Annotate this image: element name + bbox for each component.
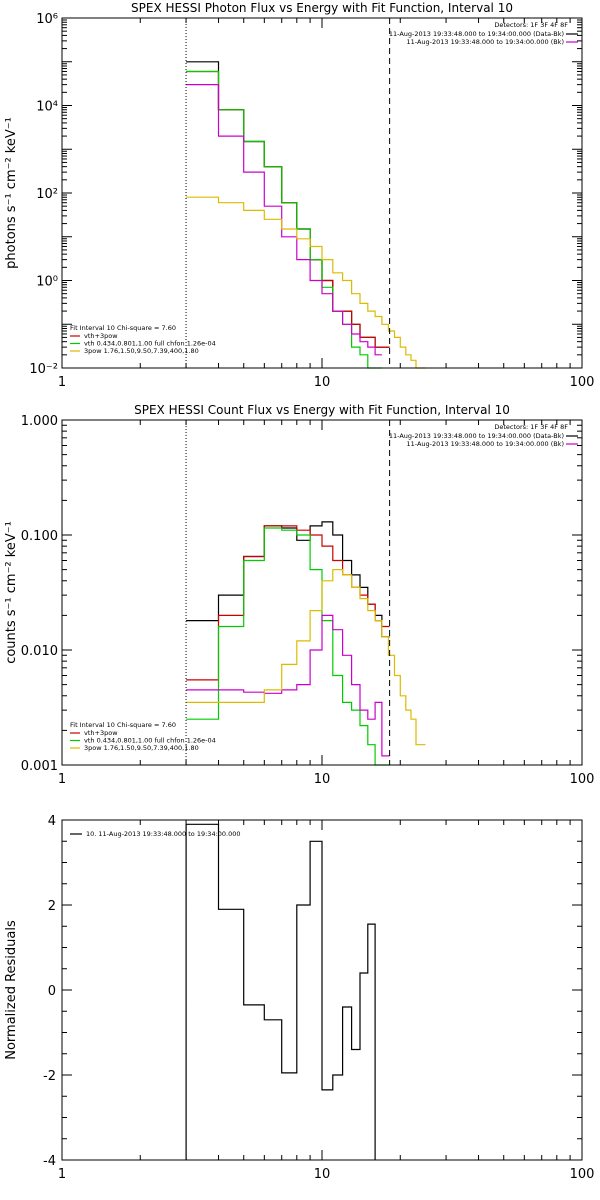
x-tick-label: 10 bbox=[314, 1167, 331, 1182]
x-tick-label: 1 bbox=[58, 375, 66, 390]
plot-frame bbox=[61, 17, 583, 369]
chart-title: SPEX HESSI Count Flux vs Energy with Fit… bbox=[134, 403, 510, 417]
chart-panel-1: SPEX HESSI Photon Flux vs Energy with Fi… bbox=[4, 1, 594, 390]
series-line-3 bbox=[186, 527, 390, 766]
y-tick-label: 0.010 bbox=[21, 644, 58, 659]
series-line-5 bbox=[186, 569, 426, 746]
series-group bbox=[185, 823, 376, 1160]
legend-entry-label: 11-Aug-2013 19:33:48.000 to 19:34:00.000… bbox=[407, 440, 564, 448]
chart-panel-2: SPEX HESSI Count Flux vs Energy with Fit… bbox=[4, 403, 594, 787]
legend-entry-label: vth 0.434,0.801,1.00 full chfon 1.26e-04 bbox=[84, 340, 216, 348]
y-tick-label: 1.000 bbox=[21, 414, 58, 429]
series-line-4 bbox=[186, 84, 382, 356]
y-tick-label: 10⁶ bbox=[36, 12, 58, 27]
x-tick-label: 100 bbox=[570, 1167, 595, 1182]
legend-entry-label: 11-Aug-2013 19:33:48.000 to 19:34:00.000… bbox=[389, 432, 564, 440]
x-tick-label: 1 bbox=[58, 1167, 66, 1182]
y-tick-label: 10⁴ bbox=[36, 100, 58, 115]
y-tick-label: 10² bbox=[36, 187, 58, 202]
x-tick-label: 10 bbox=[314, 375, 331, 390]
y-tick-label: 0.001 bbox=[21, 759, 58, 774]
legend-bottom-left: Fit Interval 10 Chi-square = 7.60vth+3po… bbox=[70, 324, 216, 355]
y-tick-label: 0.100 bbox=[21, 529, 58, 544]
legend-bottom-left: Fit Interval 10 Chi-square = 7.60vth+3po… bbox=[70, 721, 216, 752]
series-line-4 bbox=[186, 614, 390, 757]
legend-entry-label: vth 0.434,0.801,1.00 full chfon 1.26e-04 bbox=[84, 737, 216, 745]
series-line-5 bbox=[186, 196, 426, 369]
legend-entry-label: vth+3pow bbox=[84, 332, 118, 340]
series-group bbox=[186, 61, 426, 369]
legend-header: Detectors: 1F 3F 4F 8F bbox=[494, 21, 568, 29]
legend-header: Fit Interval 10 Chi-square = 7.60 bbox=[70, 324, 176, 332]
legend-entry-label: 3pow 1.76,1.50,9.50,7.39,400,1.80 bbox=[84, 347, 199, 355]
series-line-2 bbox=[186, 70, 390, 348]
series-line-3 bbox=[186, 70, 382, 369]
y-tick-label: -2 bbox=[43, 1069, 56, 1084]
x-tick-label: 1 bbox=[58, 772, 66, 787]
legend-entry-label: 11-Aug-2013 19:33:48.000 to 19:34:00.000… bbox=[407, 38, 564, 46]
series-group bbox=[186, 521, 426, 766]
legend-entry-label: 10. 11-Aug-2013 19:33:48.000 to 19:34:00… bbox=[86, 830, 241, 838]
y-tick-label: 2 bbox=[48, 899, 56, 914]
y-tick-label: 0 bbox=[48, 984, 56, 999]
legend-entry-label: vth+3pow bbox=[84, 729, 118, 737]
legend-entry-label: 11-Aug-2013 19:33:48.000 to 19:34:00.000… bbox=[389, 30, 564, 38]
series-line-1 bbox=[186, 521, 390, 638]
y-axis-label: counts s⁻¹ cm⁻² keV⁻¹ bbox=[4, 521, 19, 664]
y-tick-label: 10⁰ bbox=[36, 275, 58, 290]
legend-header: Fit Interval 10 Chi-square = 7.60 bbox=[70, 721, 176, 729]
series-line-2 bbox=[186, 525, 390, 681]
x-tick-label: 100 bbox=[570, 375, 595, 390]
series-line-1 bbox=[185, 823, 376, 1160]
y-tick-label: 10⁻² bbox=[29, 362, 58, 377]
y-axis-label: Normalized Residuals bbox=[4, 920, 19, 1060]
y-axis-label: photons s⁻¹ cm⁻² keV⁻¹ bbox=[4, 117, 19, 269]
y-tick-label: 4 bbox=[48, 814, 56, 829]
legend-top-left: 10. 11-Aug-2013 19:33:48.000 to 19:34:00… bbox=[70, 830, 241, 838]
legend-header: Detectors: 1F 3F 4F 8F bbox=[494, 423, 568, 431]
x-tick-label: 100 bbox=[570, 772, 595, 787]
y-tick-label: -4 bbox=[43, 1154, 56, 1169]
chart-title: SPEX HESSI Photon Flux vs Energy with Fi… bbox=[131, 1, 513, 15]
legend-entry-label: 3pow 1.76,1.50,9.50,7.39,400,1.80 bbox=[84, 744, 199, 752]
series-line-1 bbox=[186, 61, 390, 348]
x-tick-label: 10 bbox=[314, 772, 331, 787]
chart-panel-3: 1 10 100 -4 -2 0 2 4 Normalized Residuals 10. 11-… bbox=[4, 814, 594, 1182]
